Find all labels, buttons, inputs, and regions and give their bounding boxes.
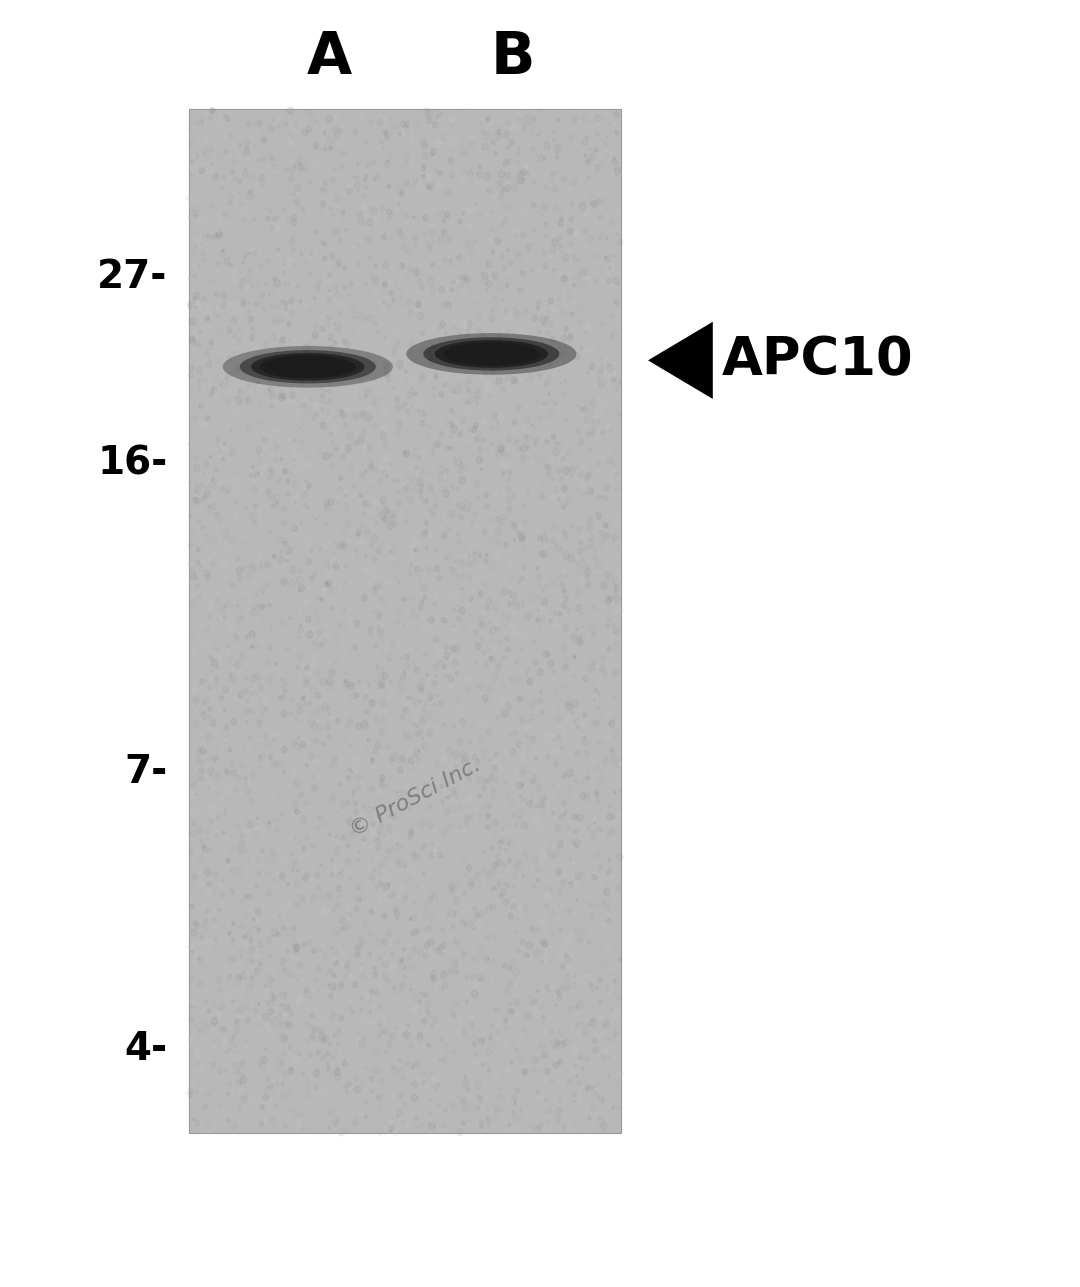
Text: B: B [490, 30, 536, 86]
Text: A: A [307, 30, 352, 86]
Text: © ProSci Inc.: © ProSci Inc. [347, 755, 485, 840]
Text: 27-: 27- [97, 257, 167, 296]
Text: 4-: 4- [124, 1030, 167, 1068]
Text: 7-: 7- [124, 753, 167, 792]
Text: APC10: APC10 [721, 335, 913, 386]
Text: 16-: 16- [97, 444, 167, 483]
